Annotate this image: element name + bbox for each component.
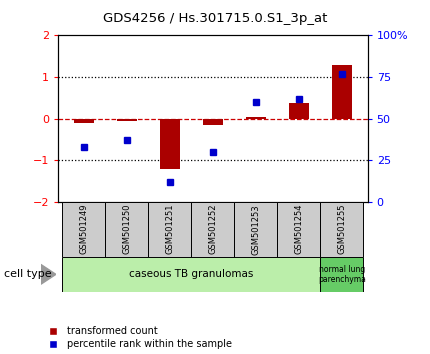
Text: GSM501255: GSM501255 — [338, 204, 346, 255]
Text: cell type: cell type — [4, 269, 52, 279]
Bar — [332, 64, 351, 119]
Bar — [62, 257, 320, 292]
Bar — [105, 202, 148, 257]
Bar — [234, 202, 277, 257]
Bar — [117, 119, 136, 121]
Text: GSM501253: GSM501253 — [252, 204, 260, 255]
Legend: transformed count, percentile rank within the sample: transformed count, percentile rank withi… — [43, 326, 232, 349]
Bar — [320, 202, 363, 257]
Text: GSM501249: GSM501249 — [80, 204, 88, 255]
Text: GSM501251: GSM501251 — [166, 204, 174, 255]
Text: caseous TB granulomas: caseous TB granulomas — [129, 269, 254, 279]
Bar — [191, 202, 234, 257]
Bar — [148, 202, 191, 257]
Bar — [74, 119, 93, 123]
Text: GSM501254: GSM501254 — [295, 204, 303, 255]
Bar — [160, 119, 179, 169]
Bar — [203, 119, 222, 125]
Text: GDS4256 / Hs.301715.0.S1_3p_at: GDS4256 / Hs.301715.0.S1_3p_at — [103, 12, 327, 25]
Text: GSM501252: GSM501252 — [209, 204, 217, 255]
Bar — [277, 202, 320, 257]
Bar — [320, 257, 363, 292]
Bar — [246, 116, 265, 119]
Text: normal lung
parenchyma: normal lung parenchyma — [318, 265, 366, 284]
Bar — [289, 103, 308, 119]
Text: GSM501250: GSM501250 — [123, 204, 131, 255]
Polygon shape — [41, 264, 56, 284]
Bar — [62, 202, 105, 257]
